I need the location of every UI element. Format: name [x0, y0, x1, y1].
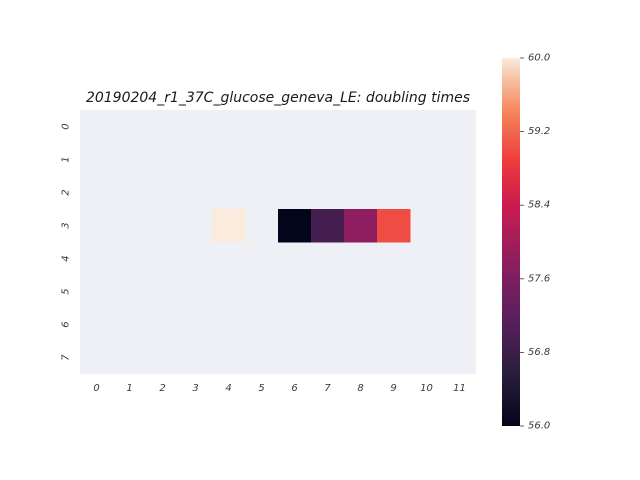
y-tick-label: 5 — [61, 288, 72, 294]
colorbar-tick-label: 57.6 — [528, 273, 550, 284]
y-tick-label: 1 — [61, 156, 72, 162]
colorbar-tick-label: 56.8 — [528, 347, 550, 358]
colorbar-tick-label: 56.0 — [528, 421, 550, 432]
colorbar-tick-label: 60.0 — [528, 53, 550, 64]
x-tick-label: 9 — [390, 383, 396, 394]
heatmap-cell — [278, 209, 312, 243]
heatmap-cell — [212, 209, 246, 243]
x-tick-label: 10 — [420, 383, 433, 394]
x-tick-label: 3 — [192, 383, 198, 394]
y-tick-label: 4 — [61, 255, 72, 261]
y-tick-label: 0 — [61, 123, 72, 129]
colorbar — [502, 58, 520, 426]
x-tick-label: 5 — [258, 383, 264, 394]
x-tick-label: 11 — [453, 383, 466, 394]
colorbar-tick-label: 59.2 — [528, 126, 550, 137]
y-tick-label: 7 — [61, 354, 72, 361]
x-tick-label: 0 — [93, 383, 99, 394]
y-tick-label: 3 — [61, 222, 72, 228]
x-tick-label: 7 — [324, 383, 331, 394]
heatmap-cell — [311, 209, 345, 243]
x-tick-label: 4 — [225, 383, 231, 394]
y-tick-label: 6 — [61, 321, 72, 327]
x-tick-label: 1 — [126, 383, 132, 394]
heatmap-cell — [344, 209, 378, 243]
heatmap-cell — [377, 209, 411, 243]
x-tick-label: 6 — [291, 383, 297, 394]
chart-title: 20190204_r1_37C_glucose_geneva_LE: doubl… — [86, 90, 470, 106]
y-tick-label: 2 — [61, 189, 72, 195]
x-tick-label: 8 — [357, 383, 363, 394]
x-tick-label: 2 — [159, 383, 165, 394]
colorbar-tick-label: 58.4 — [528, 200, 550, 211]
